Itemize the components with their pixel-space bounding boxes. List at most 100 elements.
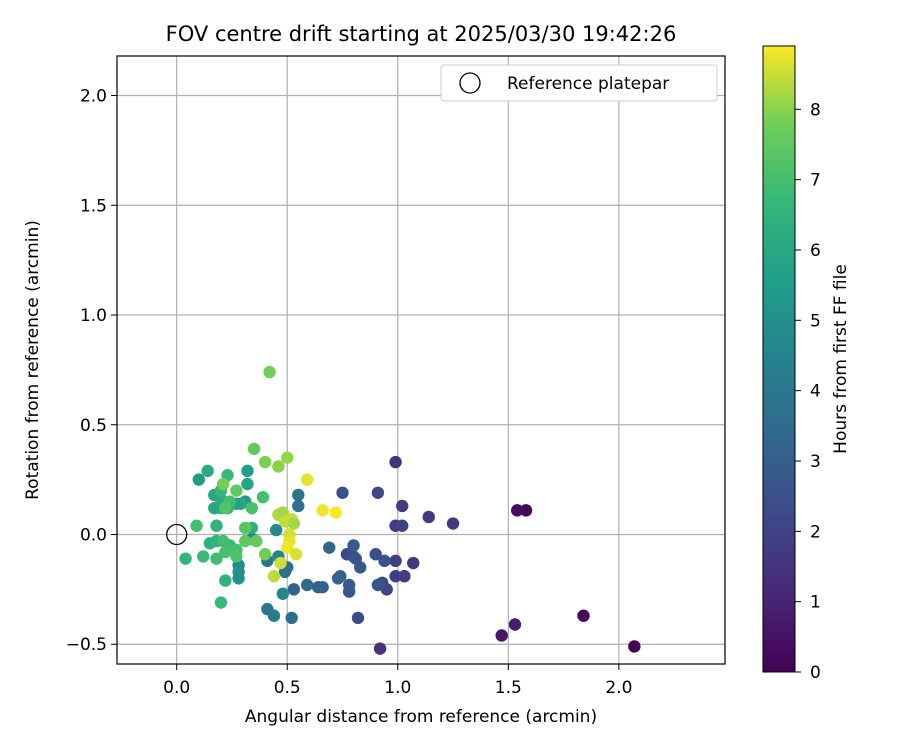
reference-point — [166, 523, 188, 546]
scatter-point — [241, 464, 254, 478]
colorbar-tick-label: 2 — [810, 522, 821, 542]
scatter-point — [201, 464, 214, 478]
scatter-point — [389, 554, 402, 568]
chart-title: FOV centre drift starting at 2025/03/30 … — [166, 22, 677, 46]
colorbar-tick-label: 5 — [810, 311, 821, 331]
scatter-point — [396, 519, 409, 532]
scatter-point — [287, 517, 301, 530]
scatter-point — [398, 570, 411, 583]
scatter-point — [250, 534, 263, 548]
x-tick-label: 0.5 — [274, 678, 301, 698]
colorbar-ticks: 0 1 2 3 4 5 6 7 8 — [795, 100, 821, 683]
scatter-point — [230, 484, 243, 497]
scatter-point — [446, 517, 460, 530]
scatter-point — [190, 519, 203, 532]
scatter-point — [342, 578, 356, 592]
scatter-point — [369, 548, 382, 561]
reference-marker — [166, 523, 188, 546]
scatter-point — [258, 548, 272, 561]
x-ticks: 0.0 0.5 1.0 1.5 2.0 — [163, 664, 632, 698]
y-tick-label: 1.0 — [80, 306, 107, 326]
scatter-point — [239, 534, 252, 548]
scatter-point — [287, 583, 301, 596]
colorbar-tick-label: 4 — [810, 382, 821, 402]
scatter-point — [336, 486, 349, 499]
scatter-point — [232, 565, 245, 579]
x-tick-label: 2.0 — [605, 678, 632, 698]
scatter-point — [331, 572, 345, 585]
colorbar-label: Hours from first FF file — [831, 264, 851, 454]
y-tick-label: 0.0 — [80, 525, 107, 545]
colorbar-tick-label: 7 — [810, 171, 821, 191]
colorbar-tick-label: 3 — [810, 452, 821, 472]
scatter-point — [292, 488, 305, 502]
scatter-point — [628, 640, 641, 653]
scatter-point — [219, 574, 232, 587]
scatter-point — [371, 578, 385, 592]
scatter-point — [508, 618, 522, 631]
grid — [117, 56, 725, 664]
x-tick-label: 1.5 — [495, 678, 522, 698]
scatter-point — [281, 451, 294, 464]
scatter-point — [577, 609, 590, 622]
scatter-point — [241, 477, 254, 491]
scatter-point — [351, 611, 365, 625]
plot-frame — [116, 55, 726, 665]
scatter-point — [373, 642, 387, 655]
scatter-points — [179, 365, 641, 655]
y-tick-label: −0.5 — [66, 635, 107, 655]
scatter-point — [311, 580, 325, 594]
scatter-point — [263, 365, 276, 379]
scatter-point — [179, 552, 192, 565]
scatter-point — [300, 473, 314, 486]
y-tick-label: 2.0 — [80, 87, 107, 107]
scatter-point — [267, 609, 281, 622]
scatter-point — [210, 552, 223, 565]
scatter-point — [219, 545, 232, 559]
colorbar-tick-label: 6 — [810, 241, 821, 261]
colorbar-tick-label: 1 — [810, 593, 821, 613]
scatter-point — [316, 504, 329, 517]
scatter-point — [214, 596, 228, 609]
scatter-point — [219, 501, 232, 515]
scatter-point — [323, 541, 336, 554]
scatter-point — [245, 501, 259, 515]
scatter-point — [239, 521, 252, 535]
legend-box — [440, 64, 718, 102]
scatter-point — [300, 578, 314, 592]
legend: Reference platepar — [440, 64, 718, 102]
scatter-point — [216, 477, 230, 491]
scatter-point — [396, 499, 409, 513]
y-ticks: −0.5 0.0 0.5 1.0 1.5 2.0 — [66, 87, 117, 655]
y-tick-label: 0.5 — [80, 416, 107, 436]
scatter-point — [192, 473, 206, 486]
scatter-point — [371, 486, 385, 499]
x-tick-label: 0.0 — [163, 678, 190, 698]
x-tick-label: 1.0 — [384, 678, 411, 698]
scatter-point — [208, 501, 221, 515]
scatter-point — [422, 510, 435, 524]
scatter-point — [407, 556, 420, 570]
scatter-point — [519, 504, 533, 517]
scatter-point — [272, 460, 285, 473]
scatter-point — [510, 504, 524, 517]
scatter-point — [230, 550, 243, 563]
colorbar — [762, 45, 796, 673]
scatter-point — [274, 556, 287, 570]
scatter-point — [378, 554, 391, 568]
scatter-point — [389, 455, 402, 469]
scatter-point — [285, 611, 298, 625]
scatter-point — [354, 561, 367, 574]
scatter-point — [210, 519, 223, 532]
scatter-point — [329, 506, 343, 519]
scatter-point — [281, 541, 294, 554]
y-axis-label: Rotation from reference (arcmin) — [23, 220, 43, 500]
scatter-point — [276, 587, 290, 600]
scatter-point — [292, 499, 305, 513]
scatter-point — [269, 523, 283, 537]
scatter-point — [289, 548, 303, 561]
scatter-point — [347, 539, 360, 552]
scatter-point — [247, 442, 261, 456]
legend-label: Reference platepar — [507, 74, 669, 94]
